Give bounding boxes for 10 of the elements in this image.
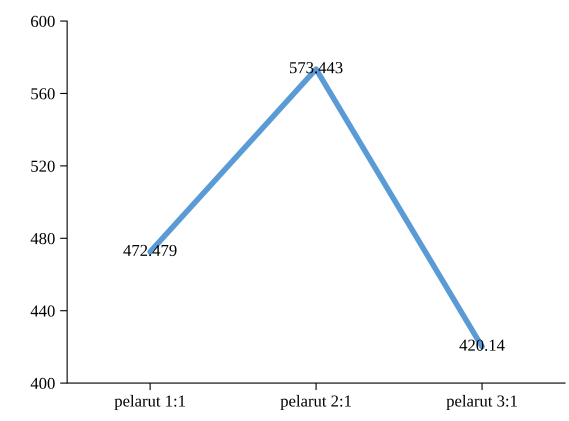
- y-tick-label: 520: [31, 160, 55, 172]
- y-tick-label: 600: [31, 16, 55, 27]
- y-tick-label: 400: [30, 378, 55, 390]
- y-tick-label: 480: [30, 232, 55, 244]
- y-tick-label: 440: [30, 305, 55, 317]
- x-tick-label: pelarut 3:1: [446, 394, 517, 410]
- data-label: 573.443: [290, 62, 343, 74]
- x-tick-label: pelarut 2:1: [280, 394, 351, 410]
- y-tick-label: 560: [31, 88, 55, 100]
- x-tick-label: pelarut 1:1: [114, 394, 185, 410]
